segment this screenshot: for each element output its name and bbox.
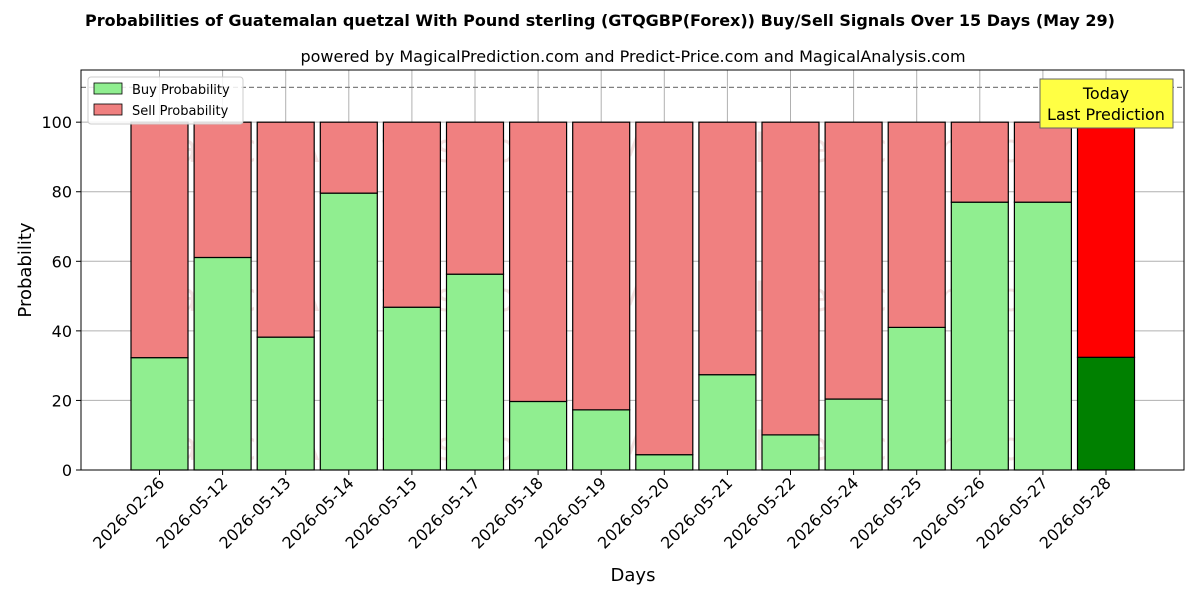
bar-buy-2026-05-12 xyxy=(193,256,252,471)
today-label: Today xyxy=(1082,84,1129,103)
bar-sell-2026-05-28 xyxy=(1076,121,1136,358)
bar-sell-2026-05-25 xyxy=(887,121,946,328)
bar-buy-2026-05-27 xyxy=(1013,201,1073,471)
legend-box xyxy=(87,76,244,125)
bar-sell-2026-05-24 xyxy=(824,121,883,400)
bar-buy-2026-05-19 xyxy=(572,409,631,471)
today-annotation: Today Last Prediction xyxy=(1039,78,1174,129)
bar-sell-2026-05-21 xyxy=(698,121,757,376)
last-prediction-label: Last Prediction xyxy=(1047,105,1165,124)
bar-buy-2026-05-17 xyxy=(445,273,505,471)
bar-buy-2026-05-26 xyxy=(950,201,1009,471)
bar-buy-2026-05-21 xyxy=(698,374,757,471)
plot-frame xyxy=(80,69,1185,471)
y-tick-label: 60 xyxy=(52,252,72,271)
legend-sell-label: Sell Probability xyxy=(132,104,229,119)
bar-sell-2026-05-19 xyxy=(572,121,631,411)
y-tick-label: 100 xyxy=(41,113,72,132)
bar-sell-2026-05-27 xyxy=(1013,121,1073,203)
y-tick-label: 80 xyxy=(52,183,72,202)
y-tick-label: 40 xyxy=(52,322,72,341)
bar-sell-2026-05-26 xyxy=(950,121,1009,203)
bar-sell-2026-05-13 xyxy=(256,121,315,338)
bar-sell-2026-05-14 xyxy=(319,121,378,194)
bar-buy-2026-05-18 xyxy=(509,400,568,471)
chart-title: Probabilities of Guatemalan quetzal With… xyxy=(85,11,1115,30)
legend: Buy Probability Sell Probability xyxy=(87,76,244,125)
y-axis: 0 20 40 60 80 100 xyxy=(41,113,81,480)
legend-buy-label: Buy Probability xyxy=(132,83,230,98)
legend-sell-swatch xyxy=(93,103,123,116)
bar-sell-2026-05-22 xyxy=(761,121,820,436)
bar-sell-2026-05-12 xyxy=(193,121,252,259)
y-tick-label: 0 xyxy=(62,461,72,480)
bar-buy-2026-05-24 xyxy=(824,398,883,471)
x-axis-label: Days xyxy=(611,565,656,586)
bar-sell-2026-02-26 xyxy=(130,121,189,359)
y-axis-label: Probability xyxy=(15,222,36,317)
bar-buy-2026-05-14 xyxy=(319,192,378,471)
bar-sell-2026-05-18 xyxy=(509,121,568,403)
today-box xyxy=(1039,78,1174,129)
chart-subtitle: powered by MagicalPrediction.com and Pre… xyxy=(300,47,965,66)
bar-sell-2026-05-15 xyxy=(382,121,441,308)
bar-buy-2026-02-26 xyxy=(130,357,189,471)
bar-buy-2026-05-13 xyxy=(256,336,315,471)
y-tick-label: 20 xyxy=(52,391,72,410)
bars xyxy=(130,121,1136,471)
bar-sell-2026-05-20 xyxy=(635,121,694,456)
bar-buy-2026-05-25 xyxy=(887,326,946,471)
bar-buy-2026-05-22 xyxy=(761,434,820,471)
x-axis: 2026-02-262026-05-122026-05-132026-05-14… xyxy=(89,470,1115,553)
bar-sell-2026-05-17 xyxy=(445,121,505,275)
bar-buy-2026-05-15 xyxy=(382,306,441,471)
bar-buy-2026-05-28 xyxy=(1076,356,1136,471)
legend-buy-swatch xyxy=(93,82,123,95)
bar-buy-2026-05-20 xyxy=(635,454,694,471)
